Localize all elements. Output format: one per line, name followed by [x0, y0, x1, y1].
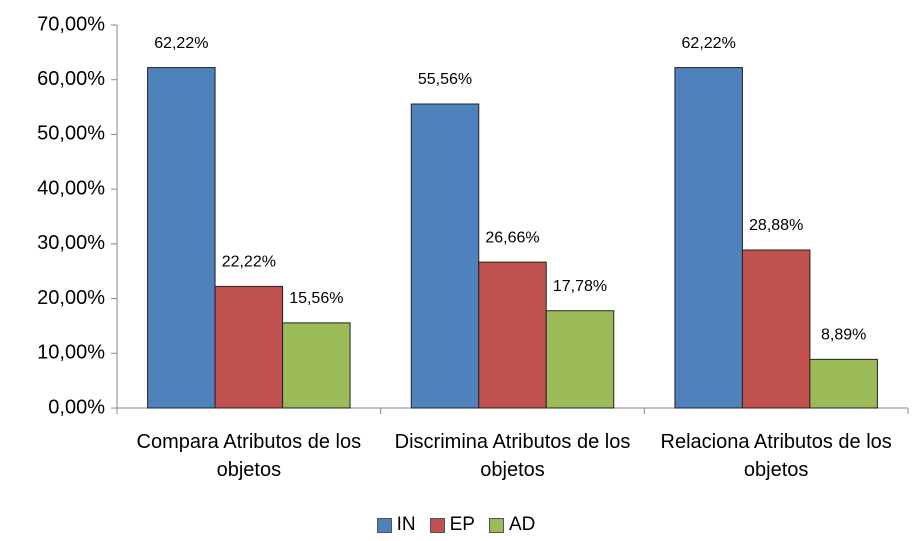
- x-tick-label: Compara Atributos de los objetos: [136, 431, 362, 481]
- bar: [809, 358, 878, 409]
- bar: [741, 249, 811, 409]
- legend-label: AD: [508, 514, 536, 535]
- legend-label: IN: [396, 514, 416, 535]
- y-tick-label: 0,00%: [48, 396, 105, 418]
- y-tick-label: 20,00%: [37, 287, 105, 309]
- bar: [214, 285, 284, 409]
- data-label: 28,88%: [749, 217, 803, 234]
- data-label: 17,78%: [553, 278, 607, 295]
- data-label: 22,22%: [222, 254, 276, 271]
- data-label: 26,66%: [485, 229, 539, 246]
- x-tick-label: Relaciona Atributos de los objetos: [660, 431, 892, 481]
- bar: [410, 103, 480, 409]
- data-label: 55,56%: [418, 71, 472, 88]
- data-label: 62,22%: [154, 35, 208, 52]
- bar: [478, 261, 547, 409]
- legend: IN EP AD: [0, 514, 912, 536]
- legend-swatch: [376, 517, 392, 533]
- legend-swatch: [429, 517, 445, 533]
- legend-swatch: [488, 517, 504, 533]
- bar: [674, 67, 743, 409]
- bar: [147, 67, 216, 409]
- y-tick-label: 10,00%: [37, 342, 105, 364]
- data-label: 8,89%: [821, 327, 866, 344]
- data-label: 15,56%: [289, 290, 343, 307]
- x-tick-label: Discrimina Atributos de los objetos: [394, 431, 631, 481]
- y-tick-label: 40,00%: [37, 177, 105, 199]
- y-tick-label: 50,00%: [37, 123, 105, 145]
- legend-label: EP: [449, 514, 475, 535]
- data-label: 62,22%: [682, 35, 736, 52]
- legend-item: IN: [376, 514, 416, 536]
- y-tick-label: 60,00%: [37, 68, 105, 90]
- bar: [545, 310, 615, 409]
- legend-item: AD: [488, 514, 536, 536]
- legend-item: EP: [429, 514, 475, 536]
- y-tick-label: 30,00%: [37, 232, 105, 254]
- bar: [282, 322, 351, 409]
- y-tick-label: 70,00%: [37, 13, 105, 35]
